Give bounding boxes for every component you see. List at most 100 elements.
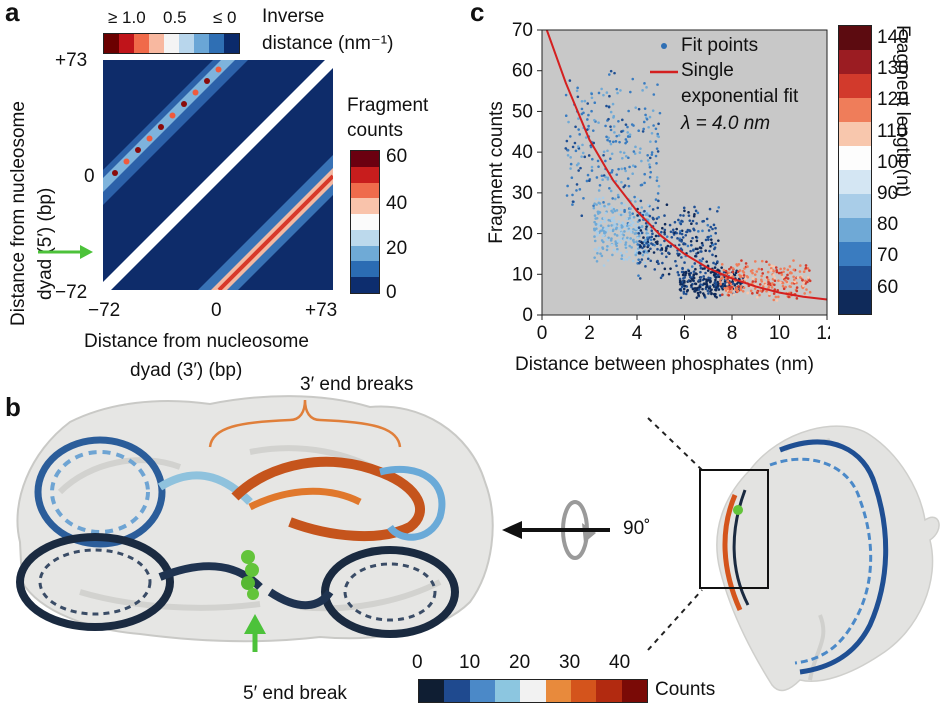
scatter-point	[656, 259, 659, 263]
scatter-point	[594, 197, 598, 201]
scatter-point	[617, 226, 621, 230]
scatter-point	[634, 253, 638, 257]
scatter-point	[688, 273, 691, 277]
scatter-point	[574, 149, 578, 153]
scatter-point	[640, 206, 644, 209]
scatter-point	[564, 93, 568, 97]
scatter-point	[775, 299, 779, 302]
scatter-point	[725, 283, 729, 286]
heatmap-peak	[146, 135, 153, 142]
scatter-point	[772, 269, 775, 273]
scatter-point	[601, 226, 605, 230]
scatter-point	[624, 246, 628, 249]
a-counts-colorbar-swatch	[351, 182, 379, 199]
scatter-point	[654, 234, 658, 238]
scatter-point	[569, 167, 572, 170]
scatter-point	[635, 231, 638, 235]
rotation-label: 90˚	[623, 518, 651, 539]
scatter-point	[637, 232, 641, 235]
scatter-point	[721, 287, 725, 291]
scatter-point	[721, 293, 724, 296]
scatter-point	[590, 165, 594, 169]
scatter-point	[684, 292, 688, 296]
scatter-point	[699, 266, 703, 270]
scatter-point	[649, 259, 653, 263]
scatter-point	[770, 286, 774, 289]
scatter-point	[753, 287, 757, 290]
scatter-point	[605, 248, 609, 252]
scatter-point	[628, 222, 631, 226]
scatter-point	[593, 228, 597, 232]
scatter-point	[699, 283, 702, 286]
scatter-point	[598, 202, 602, 205]
scatter-point	[655, 217, 659, 220]
x-axis-label: Distance between phosphates (nm)	[515, 354, 814, 375]
scatter-point	[692, 249, 695, 252]
scatter-point	[619, 251, 623, 255]
scatter-point	[612, 125, 616, 128]
b-counts-colorbar-swatch	[545, 680, 571, 702]
scatter-point	[687, 269, 691, 273]
scatter-point	[680, 256, 683, 259]
scatter-point	[760, 259, 764, 263]
scatter-point	[706, 279, 710, 282]
scatter-point	[692, 276, 696, 280]
scatter-point	[628, 133, 632, 137]
scatter-point	[613, 209, 617, 213]
scatter-point	[788, 265, 792, 268]
scatter-point	[609, 157, 612, 161]
fragment-length-colorbar	[838, 25, 872, 315]
scatter-point	[688, 275, 692, 279]
scatter-point	[790, 281, 794, 285]
rotate-90-icon	[502, 500, 610, 560]
scatter-point	[627, 156, 630, 160]
scatter-point	[638, 277, 642, 280]
scatter-point	[629, 230, 633, 234]
a-counts-colorbar-swatch	[351, 229, 379, 246]
scatter-point	[575, 89, 579, 93]
scatter-point	[646, 236, 649, 239]
scatter-point	[677, 273, 680, 277]
scatter-point	[648, 236, 651, 239]
scatter-point	[731, 267, 735, 270]
x-tick-label: 2	[584, 323, 595, 344]
scatter-point	[582, 111, 585, 115]
scatter-point	[660, 247, 664, 250]
scatter-point	[697, 288, 701, 291]
scatter-point	[774, 266, 778, 269]
upper-band-peaks	[112, 66, 222, 176]
scatter-point	[610, 152, 614, 156]
scatter-point	[781, 284, 785, 288]
scatter-point	[744, 277, 748, 280]
scatter-point	[647, 249, 651, 253]
scatter-point	[580, 214, 584, 218]
scatter-point	[661, 226, 664, 230]
scatter-point	[597, 91, 601, 95]
a-y-tick-top: +73	[55, 50, 88, 71]
scatter-point	[597, 165, 600, 168]
scatter-point	[619, 240, 622, 244]
scatter-point	[781, 276, 785, 279]
scatter-point	[741, 289, 745, 293]
scatter-point	[598, 197, 601, 201]
scatter-point	[795, 289, 799, 293]
scatter-point	[634, 224, 637, 227]
scatter-point	[637, 226, 641, 230]
scatter-point	[693, 282, 697, 285]
scatter-point	[613, 232, 617, 236]
scatter-point	[694, 247, 698, 251]
scatter-point	[751, 277, 755, 280]
fit-line	[545, 29, 828, 301]
panel-a-letter: a	[5, 0, 20, 27]
lower-band-inner	[211, 168, 333, 290]
scatter-point	[661, 261, 664, 265]
scatter-point	[627, 184, 631, 188]
scatter-point	[585, 128, 589, 131]
scatter-point	[608, 94, 611, 98]
scatter-point	[601, 196, 605, 200]
scatter-point	[599, 220, 603, 224]
scatter-point	[788, 285, 792, 288]
scatter-point	[657, 122, 660, 126]
three-prime-breaks-label: 3′ end breaks	[300, 374, 414, 395]
scatter-point	[616, 91, 619, 95]
